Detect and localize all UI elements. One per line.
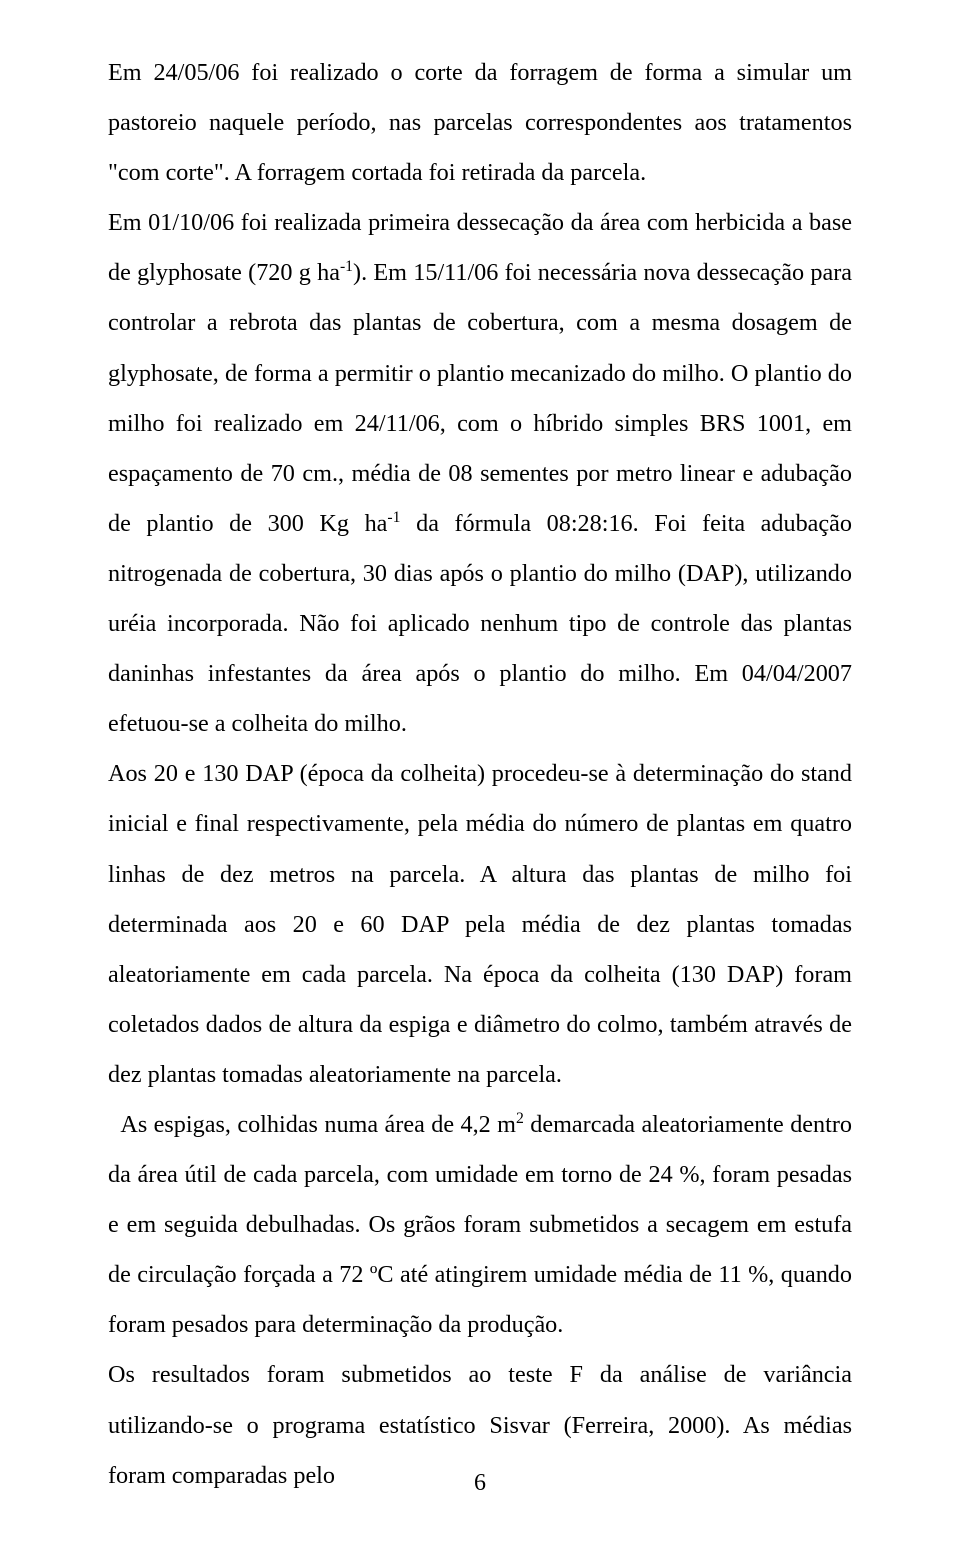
paragraph-4-post: demarcada aleatoriamente dentro da área … [108, 1111, 852, 1338]
body-text-block: Em 24/05/06 foi realizado o corte da for… [108, 48, 852, 1501]
paragraph-2-mid: ). Em 15/11/06 foi necessária nova desse… [108, 259, 852, 536]
superscript-2: 2 [516, 1110, 524, 1127]
paragraph-3-text: Aos 20 e 130 DAP (época da colheita) pro… [108, 760, 852, 1088]
superscript-neg1-a: -1 [340, 258, 353, 275]
paragraph-2: Em 01/10/06 foi realizada primeira desse… [108, 198, 852, 749]
document-page: Em 24/05/06 foi realizado o corte da for… [0, 0, 960, 1541]
paragraph-1: Em 24/05/06 foi realizado o corte da for… [108, 48, 852, 198]
paragraph-1-text: Em 24/05/06 foi realizado o corte da for… [108, 59, 852, 186]
paragraph-2-post: da fórmula 08:28:16. Foi feita adubação … [108, 510, 852, 737]
page-number: 6 [0, 1470, 960, 1497]
paragraph-3: Aos 20 e 130 DAP (época da colheita) pro… [108, 749, 852, 1100]
paragraph-4-pre: As espigas, colhidas numa área de 4,2 m [115, 1111, 516, 1138]
paragraph-4: As espigas, colhidas numa área de 4,2 m2… [108, 1100, 852, 1350]
superscript-neg1-b: -1 [387, 509, 400, 526]
